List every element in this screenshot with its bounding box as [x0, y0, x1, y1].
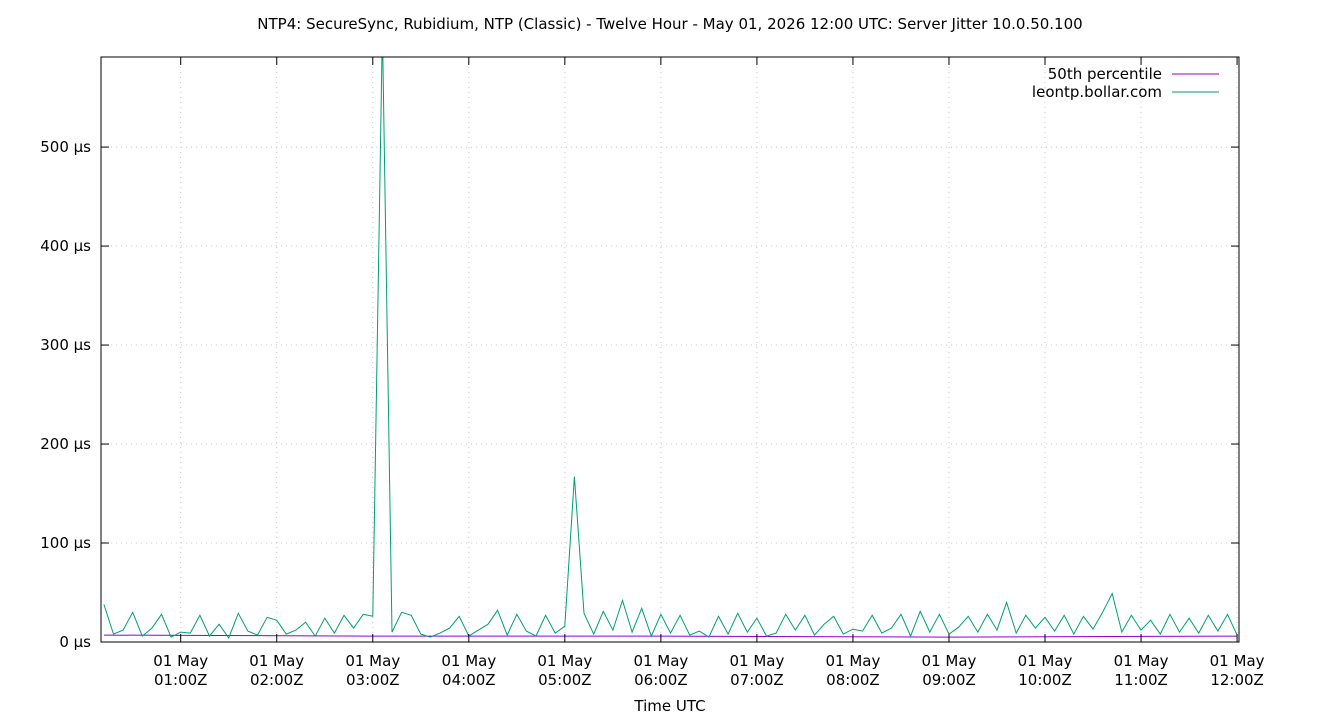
- y-tick-label: 0 µs: [59, 633, 91, 651]
- chart-title: NTP4: SecureSync, Rubidium, NTP (Classic…: [257, 15, 1082, 33]
- x-tick-label: 01 May 12:00Z: [1210, 652, 1265, 689]
- x-axis-label: Time UTC: [633, 697, 705, 715]
- x-tick-label: 01 May 01:00Z: [153, 652, 208, 689]
- y-tick-label: 400 µs: [40, 237, 91, 255]
- x-tick-label: 01 May 11:00Z: [1114, 652, 1169, 689]
- y-tick-label: 300 µs: [40, 336, 91, 354]
- legend-label: leontp.bollar.com: [1032, 83, 1162, 101]
- x-tick-label: 01 May 02:00Z: [249, 652, 304, 689]
- legend-label: 50th percentile: [1048, 65, 1162, 83]
- y-tick-label: 500 µs: [40, 138, 91, 156]
- series-line: [103, 57, 1238, 640]
- x-tick-label: 01 May 05:00Z: [537, 652, 592, 689]
- ticks: 0 µs 100 µs 200 µs 300 µs 400 µs 500 µs 01 May…: [40, 57, 1265, 689]
- x-tick-label: 01 May 04:00Z: [441, 652, 496, 689]
- x-tick-label: 01 May 06:00Z: [633, 652, 688, 689]
- x-tick-label: 01 May 10:00Z: [1018, 652, 1073, 689]
- x-tick-label: 01 May 07:00Z: [729, 652, 784, 689]
- y-tick-label: 100 µs: [40, 534, 91, 552]
- x-tick-label: 01 May 03:00Z: [345, 652, 400, 689]
- x-tick-label: 01 May 09:00Z: [922, 652, 977, 689]
- plot-frame: [100, 56, 1240, 643]
- y-tick-label: 200 µs: [40, 435, 91, 453]
- x-tick-label: 01 May 08:00Z: [826, 652, 881, 689]
